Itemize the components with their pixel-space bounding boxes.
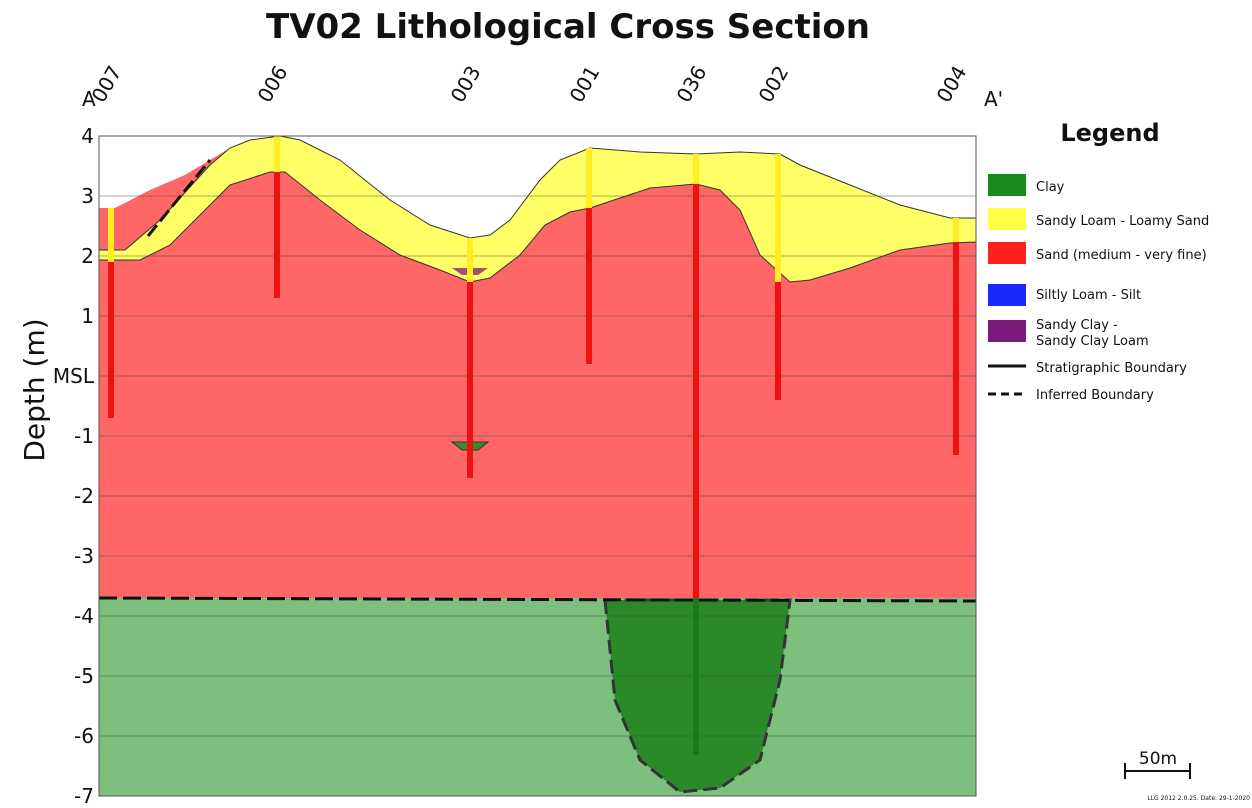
- depth-tick: -6: [74, 724, 94, 748]
- borehole-label: 001: [565, 61, 605, 106]
- borehole-sand: [953, 242, 959, 455]
- borehole-sand: [274, 172, 280, 298]
- section-end: A': [984, 87, 1003, 111]
- borehole-sand: [693, 184, 699, 598]
- borehole-label: 002: [754, 61, 794, 106]
- legend-label: Sand (medium - very fine): [1036, 248, 1207, 263]
- sand-layer: [99, 136, 976, 598]
- boreholes: [108, 136, 959, 755]
- legend-swatch: [988, 208, 1026, 230]
- legend-label: Sandy Clay Loam: [1036, 334, 1149, 349]
- borehole-sand: [775, 282, 781, 400]
- frame: [98, 135, 977, 797]
- legend-swatch: [988, 242, 1026, 264]
- legend-swatch: [988, 174, 1026, 196]
- legend-label: Siltly Loam - Silt: [1036, 288, 1141, 303]
- grid: [99, 195, 976, 737]
- borehole-sandy: [108, 208, 114, 262]
- depth-tick: -4: [74, 604, 94, 628]
- depth-tick: 4: [81, 124, 94, 148]
- borehole-label: 036: [672, 61, 712, 106]
- legend-label: Inferred Boundary: [1036, 388, 1154, 403]
- borehole-sandy: [274, 136, 280, 172]
- legend-label: Clay: [1036, 180, 1065, 195]
- depth-tick: -2: [74, 484, 94, 508]
- borehole-label: 004: [932, 61, 972, 106]
- borehole-clay: [693, 598, 699, 755]
- depth-tick: 1: [81, 304, 94, 328]
- depth-tick: 2: [81, 244, 94, 268]
- borehole-sandy: [953, 218, 959, 242]
- clay-layer: [99, 598, 976, 796]
- title: TV02 Lithological Cross Section: [266, 7, 870, 47]
- legend-items: Clay Sandy Loam - Loamy Sand Sand (medium …: [1036, 180, 1209, 403]
- borehole-sand: [467, 282, 473, 478]
- borehole-sandy: [775, 154, 781, 282]
- inferred-boundary: [146, 159, 212, 237]
- depth-tick: -3: [74, 544, 94, 568]
- depth-tick: -5: [74, 664, 94, 688]
- legend-label: Sandy Clay -: [1036, 318, 1118, 333]
- borehole-label: 003: [446, 61, 486, 106]
- sandy-loam-layer: [98, 135, 977, 283]
- borehole-sand: [108, 262, 114, 418]
- borehole-label: 006: [253, 61, 293, 106]
- legend-label: Stratigraphic Boundary: [1036, 361, 1187, 376]
- borehole-sandy: [693, 154, 699, 184]
- legend-label: Sandy Loam - Loamy Sand: [1036, 214, 1209, 229]
- depth-tick: 3: [81, 184, 94, 208]
- depth-tick: -7: [74, 784, 94, 804]
- borehole-sandy: [467, 238, 473, 282]
- y-axis-label: Depth (m): [18, 318, 51, 461]
- depth-tick: -1: [74, 424, 94, 448]
- legend-swatch: [988, 320, 1026, 342]
- borehole-sandy: [586, 148, 592, 208]
- legend-swatch: [988, 284, 1026, 306]
- inferred-boundary: [98, 596, 977, 603]
- borehole-sand: [586, 208, 592, 364]
- scale-label: 50m: [1139, 749, 1177, 769]
- section-end: A: [82, 87, 96, 111]
- footer: LLG 2012 2.0.25. Date: 29-1-2020: [1147, 795, 1250, 802]
- legend-title: Legend: [1060, 119, 1159, 147]
- depth-tick: MSL: [53, 364, 95, 388]
- scale-bar: [1124, 763, 1191, 779]
